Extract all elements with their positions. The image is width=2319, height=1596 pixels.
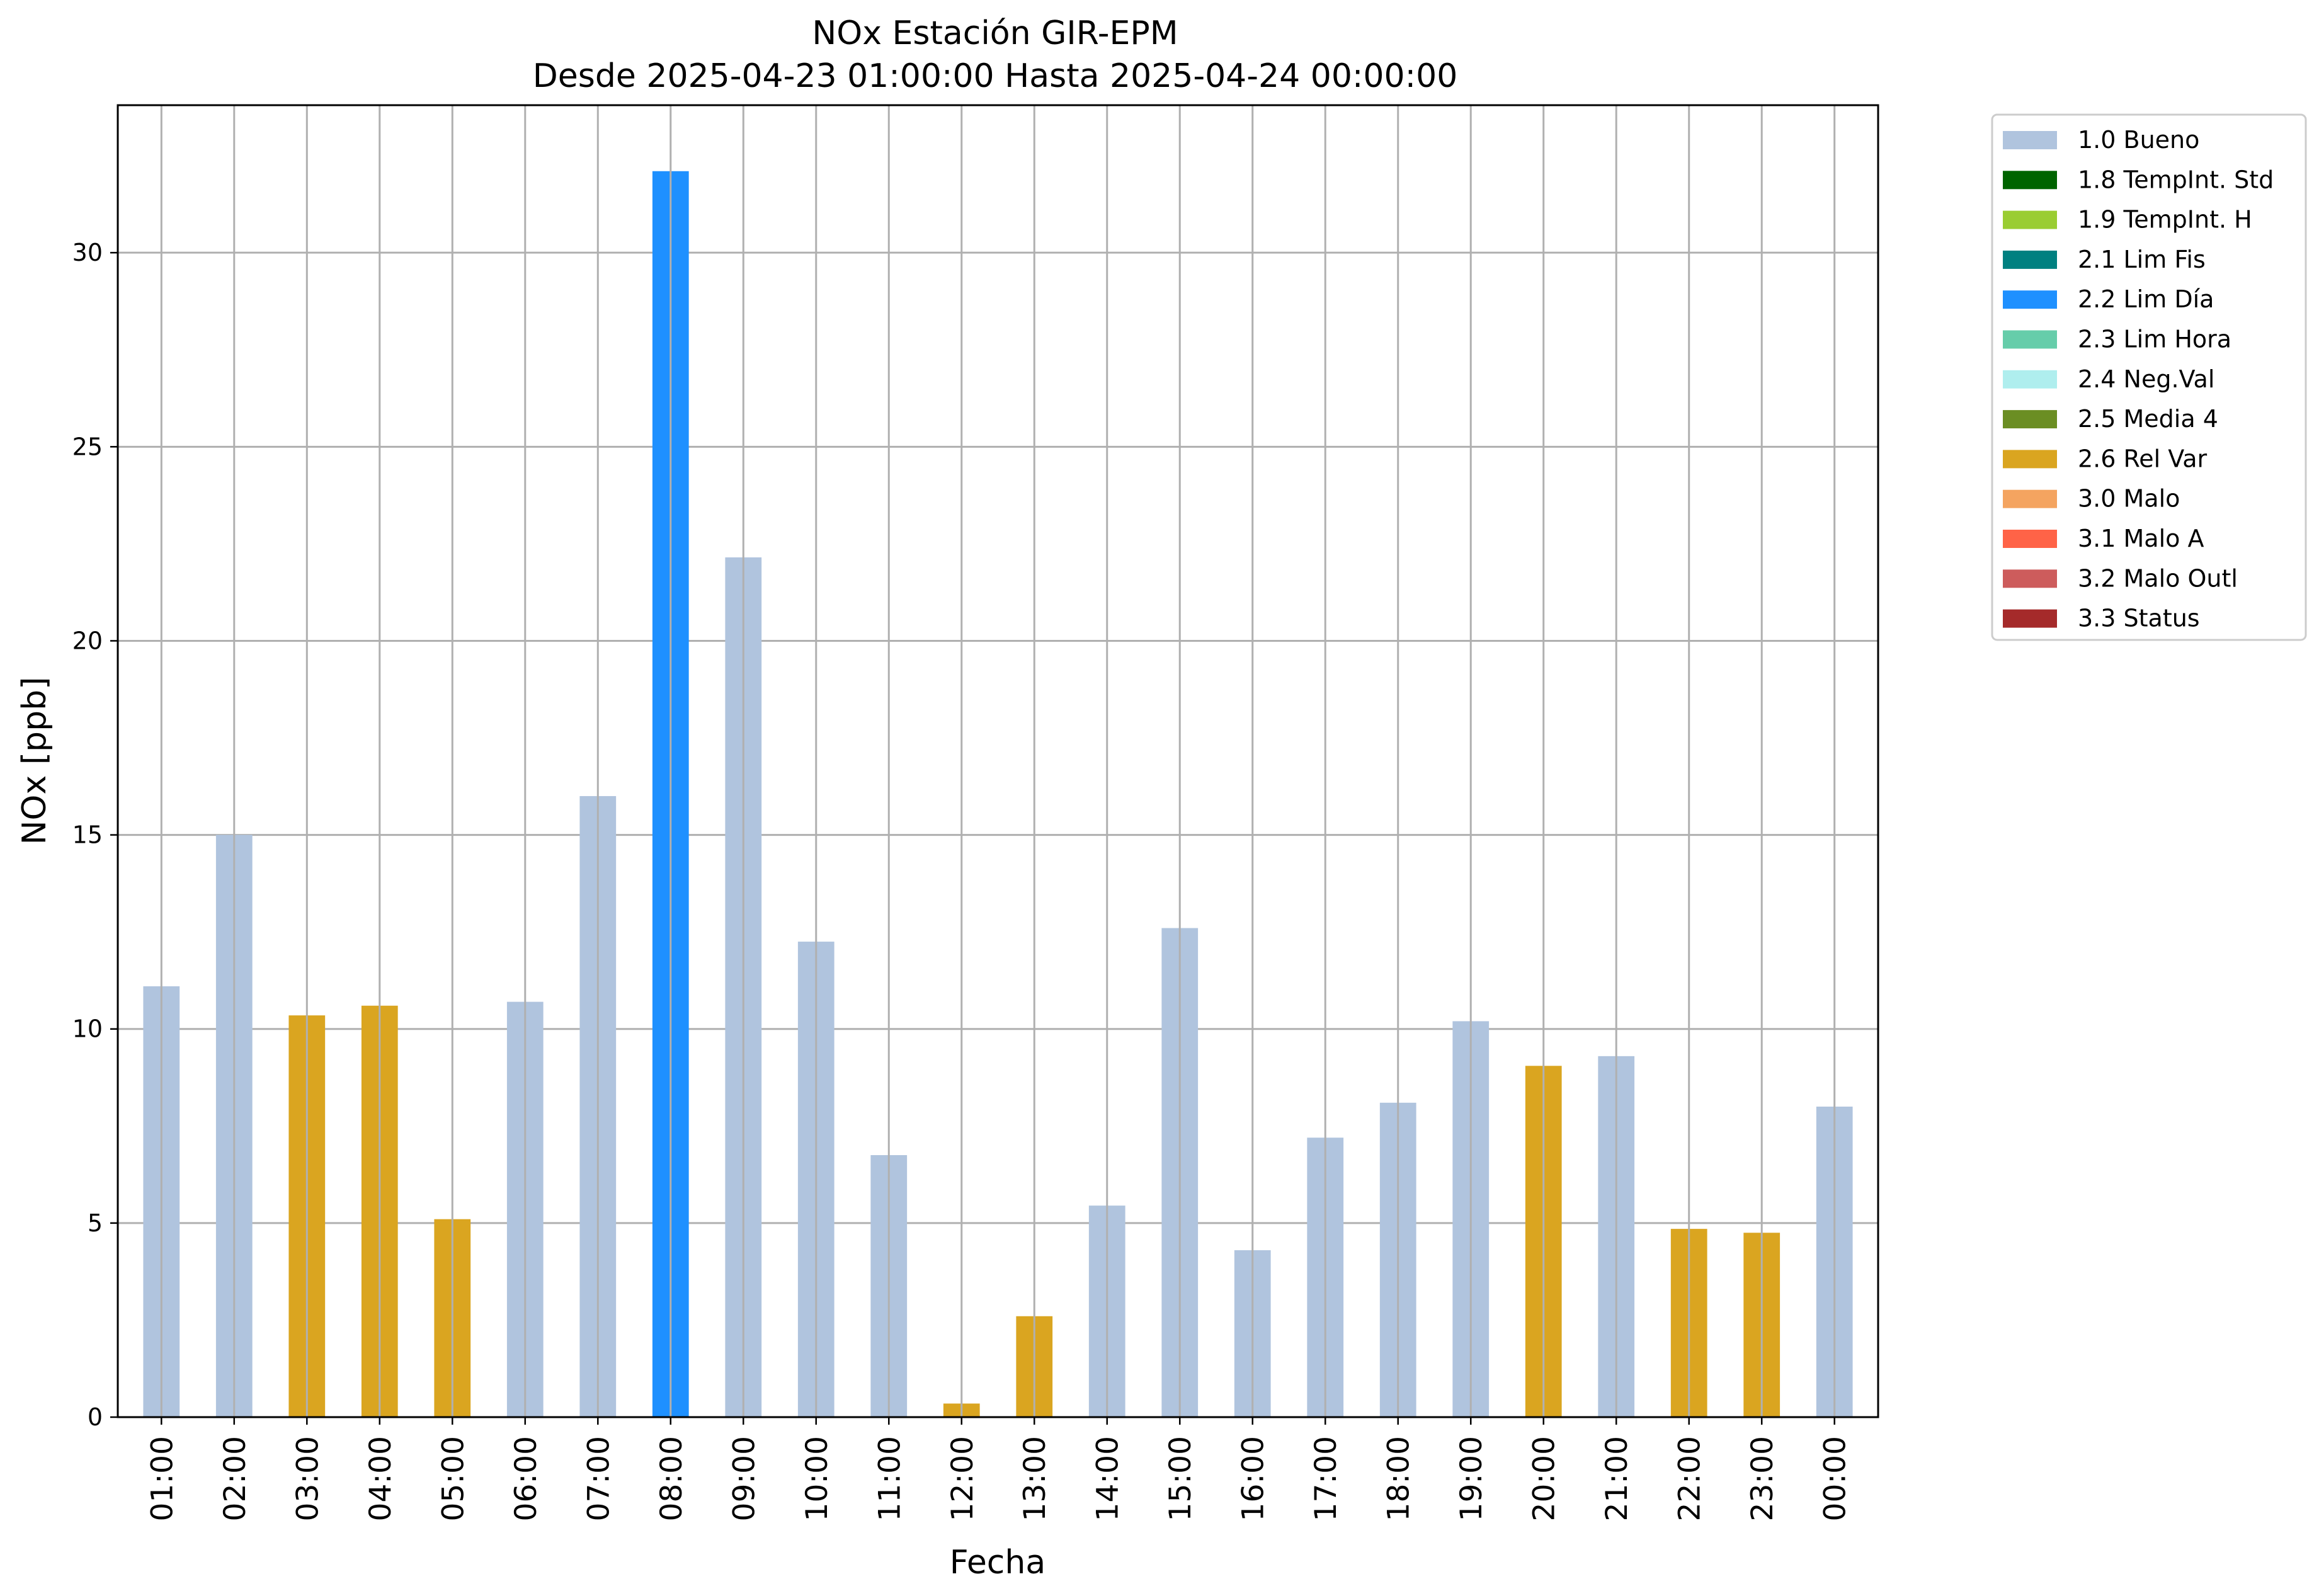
legend-frame (1991, 113, 2307, 641)
x-tick-label: 11:00 (872, 1436, 907, 1521)
legend-label: 2.5 Media 4 (2078, 405, 2218, 433)
y-axis-ticks: 0 5 10 15 20 25 30 (72, 239, 118, 1431)
plot-frame (117, 104, 1879, 1418)
bars (143, 171, 1853, 1418)
legend-label: 2.3 Lim Hora (2078, 326, 2231, 353)
legend-label: 3.0 Malo (2078, 485, 2180, 513)
legend-swatch (2003, 450, 2057, 469)
chart-subtitle: Desde 2025-04-23 01:00:00 Hasta 2025-04-… (533, 57, 1458, 95)
legend-label: 2.2 Lim Día (2078, 285, 2214, 313)
x-tick-label: 13:00 (1018, 1436, 1052, 1521)
y-tick-label: 25 (72, 433, 103, 460)
x-tick-label: 14:00 (1091, 1436, 1125, 1521)
legend-label: 1.8 TempInt. Std (2078, 166, 2274, 193)
x-tick-label: 00:00 (1818, 1436, 1853, 1521)
legend-swatch (2003, 370, 2057, 389)
legend-label: 3.2 Malo Outl (2078, 564, 2238, 592)
y-tick-label: 0 (88, 1403, 103, 1431)
x-tick-label: 01:00 (145, 1436, 179, 1521)
x-tick-label: 04:00 (363, 1436, 398, 1521)
legend-swatch (2003, 330, 2057, 349)
x-tick-label: 07:00 (581, 1436, 616, 1521)
legend-swatch (2003, 131, 2057, 149)
x-axis-ticks: 01:00 02:00 03:00 04:00 05:00 06:00 07:00 08:00… (145, 1417, 1853, 1521)
x-tick-label: 23:00 (1745, 1436, 1780, 1521)
x-tick-label: 09:00 (727, 1436, 761, 1521)
vertical-grid-lines (160, 105, 1836, 1417)
x-axis-label: Fecha (950, 1544, 1046, 1582)
legend-swatch (2003, 609, 2057, 628)
x-tick-label: 19:00 (1454, 1436, 1489, 1521)
x-tick-label: 16:00 (1236, 1436, 1271, 1521)
y-axis-label: NOx [ppb] (16, 677, 54, 845)
legend-swatch (2003, 290, 2057, 309)
x-tick-label: 12:00 (945, 1436, 980, 1521)
chart-title: NOx Estación GIR-EPM (812, 14, 1178, 52)
x-tick-label: 06:00 (509, 1436, 544, 1521)
x-tick-label: 05:00 (436, 1436, 470, 1521)
x-tick-label: 17:00 (1309, 1436, 1343, 1521)
x-tick-label: 03:00 (290, 1436, 325, 1521)
legend-label: 1.0 Bueno (2078, 126, 2199, 154)
y-tick-label: 20 (72, 627, 103, 654)
x-tick-label: 18:00 (1382, 1436, 1416, 1521)
legend-swatch (2003, 171, 2057, 190)
legend-swatch (2003, 410, 2057, 429)
y-tick-label: 30 (72, 239, 103, 266)
x-tick-label: 21:00 (1600, 1436, 1634, 1521)
y-tick-label: 15 (72, 821, 103, 849)
x-tick-label: 22:00 (1673, 1436, 1707, 1521)
legend-swatch (2003, 210, 2057, 229)
legend-swatch (2003, 489, 2057, 508)
x-tick-label: 20:00 (1527, 1436, 1562, 1521)
legend-label: 3.1 Malo A (2078, 525, 2204, 552)
legend-swatch (2003, 569, 2057, 588)
legend-label: 2.1 Lim Fis (2078, 246, 2206, 273)
legend-label: 3.3 Status (2078, 605, 2200, 632)
y-tick-label: 10 (72, 1015, 103, 1043)
legend: 1.0 Bueno 1.8 TempInt. Std 1.9 TempInt. H 2… (1991, 113, 2307, 641)
legend-label: 2.4 Neg.Val (2078, 365, 2214, 393)
grid-lines (118, 251, 1878, 1418)
x-tick-label: 15:00 (1163, 1436, 1198, 1521)
x-tick-label: 08:00 (654, 1436, 689, 1521)
y-tick-label: 5 (88, 1209, 103, 1237)
x-tick-label: 10:00 (800, 1436, 835, 1521)
legend-label: 1.9 TempInt. H (2078, 206, 2252, 234)
legend-swatch (2003, 530, 2057, 548)
legend-swatch (2003, 250, 2057, 269)
x-tick-label: 02:00 (218, 1436, 253, 1521)
legend-label: 2.6 Rel Var (2078, 445, 2208, 472)
